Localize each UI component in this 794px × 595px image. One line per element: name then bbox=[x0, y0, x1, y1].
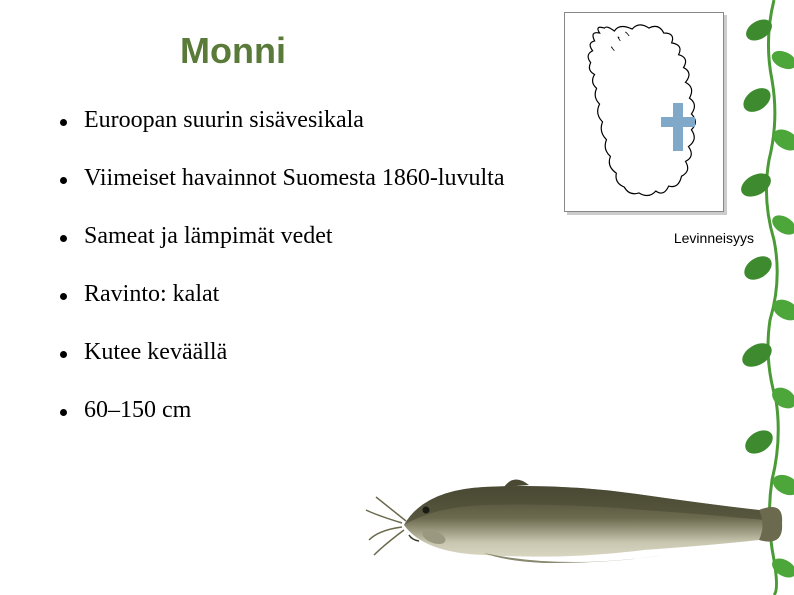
distribution-map bbox=[564, 12, 724, 212]
cross-icon bbox=[661, 117, 695, 127]
map-caption: Levinneisyys bbox=[674, 230, 754, 246]
finland-outline-icon bbox=[565, 13, 723, 211]
list-item: Ravinto: kalat bbox=[50, 279, 530, 309]
list-item: Viimeiset havainnot Suomesta 1860-luvult… bbox=[50, 163, 530, 193]
bullet-list: Euroopan suurin sisävesikala Viimeiset h… bbox=[50, 105, 530, 453]
catfish-illustration-icon bbox=[364, 455, 784, 575]
page-title: Monni bbox=[180, 30, 286, 72]
list-item: Sameat ja lämpimät vedet bbox=[50, 221, 530, 251]
list-item: Euroopan suurin sisävesikala bbox=[50, 105, 530, 135]
cross-icon bbox=[673, 103, 683, 151]
list-item: Kutee keväällä bbox=[50, 337, 530, 367]
list-item: 60–150 cm bbox=[50, 395, 530, 425]
